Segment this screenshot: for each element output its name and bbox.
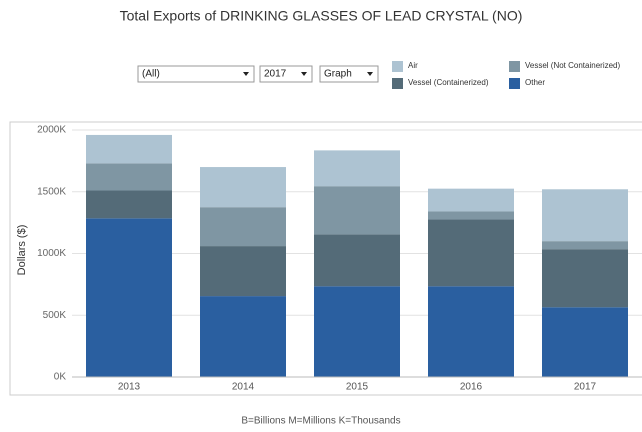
chart-title: Total Exports of DRINKING GLASSES OF LEA… [120,8,523,24]
bar-segment [314,186,400,235]
legend-swatch [392,78,403,89]
bar-segment [200,296,286,377]
bar-segment [428,286,514,377]
dropdown-value: Graph [324,69,352,80]
legend-label: Air [408,61,418,70]
bar-segment [542,249,628,308]
bar-segment [86,163,172,191]
bar-segment [86,134,172,164]
bar-segment [86,190,172,219]
dropdown-arrow [243,72,249,76]
dropdown-value: 2017 [264,69,287,80]
legend-swatch [509,61,520,72]
x-tick-label: 2016 [460,382,483,393]
y-tick-label: 2000K [37,125,66,136]
dropdown-arrow [301,72,307,76]
legend-label: Other [525,78,545,87]
y-axis-label: Dollars ($) [16,225,28,276]
dropdown-value: (All) [142,69,160,80]
bar-segment [314,286,400,377]
dropdown[interactable] [259,65,313,83]
dropdown[interactable] [319,65,379,83]
bar-segment [428,219,514,287]
bar-segment [200,246,286,297]
dropdown-arrow [367,72,373,76]
bar-segment [200,167,286,208]
legend-swatch [392,61,403,72]
y-tick-label: 500K [43,310,67,321]
y-tick-label: 1000K [37,248,66,259]
bar-segment [200,207,286,247]
bar-segment [314,150,400,187]
bar-segment [428,188,514,212]
bar-segment [314,234,400,287]
y-tick-label: 1500K [37,186,66,197]
bar-segment [542,241,628,250]
legend-label: Vessel (Containerized) [408,78,489,87]
bar-segment [428,211,514,220]
dropdown[interactable] [137,65,255,83]
legend-swatch [509,78,520,89]
x-tick-label: 2013 [118,382,141,393]
bar-segment [542,307,628,377]
legend-label: Vessel (Not Containerized) [525,61,620,70]
footnote: B=Billions M=Millions K=Thousands [241,416,400,427]
x-tick-label: 2017 [574,382,597,393]
x-tick-label: 2015 [346,382,369,393]
y-tick-label: 0K [54,372,67,383]
bar-segment [542,189,628,242]
x-tick-label: 2014 [232,382,255,393]
bar-segment [86,218,172,377]
